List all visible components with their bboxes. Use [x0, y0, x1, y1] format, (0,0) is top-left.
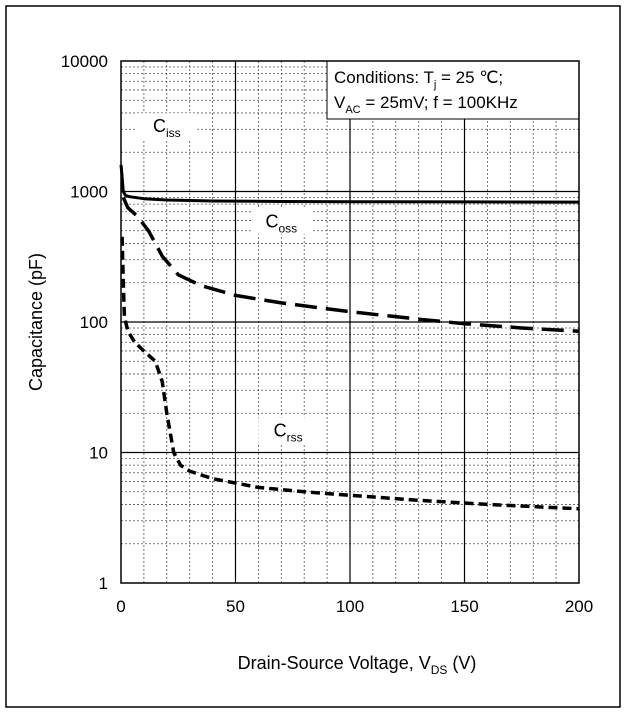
- conditions-line-1: Conditions: Tj = 25 ℃;: [334, 68, 503, 91]
- series-line-ciss: [119, 164, 580, 204]
- conditions-line-2: VAC = 25mV; f = 100KHz: [334, 93, 518, 116]
- x-tick-label: 100: [336, 597, 364, 616]
- series-label-bg-coss: [251, 208, 312, 235]
- series-layer: [119, 164, 580, 511]
- y-tick-label: 10000: [61, 52, 108, 71]
- y-tick-label: 1: [99, 574, 108, 593]
- conditions-box: Conditions: Tj = 25 ℃; VAC = 25mV; f = 1…: [326, 60, 580, 120]
- x-tick-label: 150: [450, 597, 478, 616]
- series-label-bg-ciss: [136, 113, 197, 140]
- plot-area-frame: [120, 60, 580, 584]
- series-label-ciss: Ciss: [153, 116, 181, 140]
- x-tick-label: 200: [565, 597, 593, 616]
- series-label-bg-crss: [258, 417, 319, 444]
- y-tick-label: 100: [80, 313, 108, 332]
- y-tick-label: 1000: [70, 183, 108, 202]
- y-axis-label: Capacitance (pF): [26, 253, 46, 391]
- y-tick-label: 10: [89, 444, 108, 463]
- series-line-coss: [121, 196, 580, 333]
- series-label-coss: Coss: [265, 211, 297, 235]
- x-tick-label: 50: [226, 597, 245, 616]
- tick-labels: 0 50 100 150 200 1 10 100 1000 10000: [61, 52, 593, 616]
- x-tick-label: 0: [116, 597, 125, 616]
- chart-border: [5, 5, 621, 708]
- x-axis-label: Drain-Source Voltage, VDS (V): [238, 653, 477, 677]
- series-line-crss: [120, 236, 580, 511]
- curve-labels: Ciss Coss Crss: [136, 113, 319, 444]
- series-label-crss: Crss: [274, 420, 303, 444]
